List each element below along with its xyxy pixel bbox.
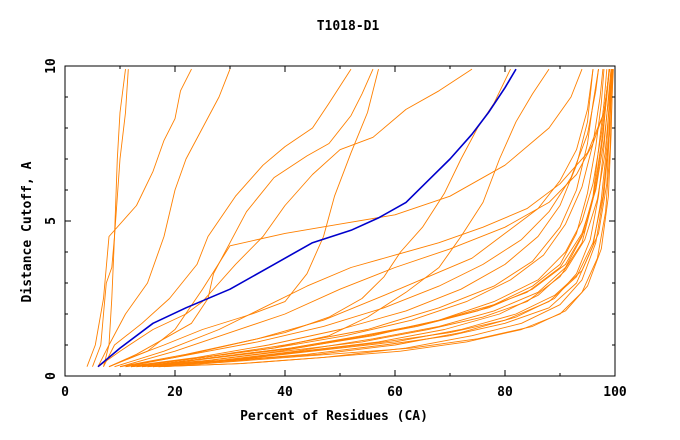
series-line-highlight <box>97 68 517 368</box>
tick-layer: 0 20 40 60 80 100 0 5 10 <box>44 58 627 400</box>
series-line-m19 <box>136 69 610 368</box>
x-tick-label-40: 40 <box>277 385 293 400</box>
series-line-m06 <box>108 68 374 368</box>
x-tick-label-100: 100 <box>603 385 627 400</box>
series-line-m07 <box>97 68 473 368</box>
series-line-m20 <box>147 69 613 368</box>
y-tick-label-0: 0 <box>44 372 59 380</box>
series-line-m02 <box>92 69 129 367</box>
series-layer <box>86 68 614 368</box>
series-line-m03 <box>86 68 192 367</box>
x-tick-label-0: 0 <box>61 385 69 400</box>
series-line-m23 <box>141 69 605 368</box>
series-line-m28 <box>130 69 604 368</box>
series-line-m13 <box>114 69 610 368</box>
series-line-m15 <box>119 69 594 368</box>
x-axis-label: Percent of Residues (CA) <box>240 409 428 424</box>
series-line-m31 <box>141 69 610 368</box>
series-line-m12 <box>108 68 583 368</box>
series-line-m08 <box>108 68 379 368</box>
series-line-m24 <box>152 69 612 368</box>
series-line-m27 <box>147 69 613 368</box>
series-line-m17 <box>130 69 610 368</box>
series-line-m01 <box>103 69 126 367</box>
series-line-m26 <box>163 69 614 368</box>
x-tick-label-20: 20 <box>167 385 183 400</box>
x-tick-label-60: 60 <box>387 385 403 400</box>
y-tick-label-10: 10 <box>44 58 59 74</box>
series-line-m05 <box>103 68 352 367</box>
series-line-m18 <box>152 69 613 368</box>
series-line-m32 <box>152 69 613 368</box>
series-line-m14 <box>130 69 599 368</box>
series-line-m29 <box>158 69 614 368</box>
y-axis-label: Distance Cutoff, A <box>20 161 35 302</box>
series-line-m25 <box>136 69 612 368</box>
series-line-m22 <box>125 69 594 368</box>
x-tick-label-80: 80 <box>497 385 513 400</box>
chart-title: T1018-D1 <box>317 19 380 34</box>
series-line-m04 <box>97 68 231 367</box>
y-tick-label-5: 5 <box>44 217 59 225</box>
series-line-m30 <box>125 69 599 368</box>
